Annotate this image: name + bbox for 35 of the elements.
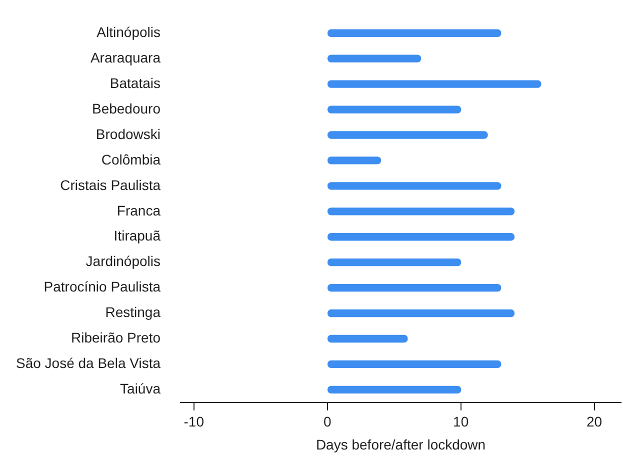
y-tick-label: Ribeirão Preto [71,330,161,346]
bar [328,233,515,241]
x-tick-label: 20 [586,414,602,430]
y-tick-label: Cristais Paulista [60,176,161,193]
y-tick-label: Altinópolis [96,24,161,40]
y-tick-label: São José da Bela Vista [16,355,161,372]
bar [328,54,422,62]
bar [328,258,462,266]
bar [328,334,408,343]
bar [328,106,462,114]
bar [328,386,462,394]
y-tick-label: Colômbia [101,151,161,168]
x-tick-label: 10 [453,414,469,430]
y-tick-label: Taiúva [120,380,161,397]
y-tick-label: Itirapuã [114,228,161,244]
y-tick-label: Bebedouro [92,100,161,116]
y-tick-label: Restinga [105,304,161,320]
x-axis-title: Days before/after lockdown [316,436,486,452]
bar [328,208,515,216]
bar [328,29,502,37]
y-tick-label: Batatais [110,74,161,91]
y-tick-label: Brodowski [96,126,161,142]
bar [328,182,502,190]
bar [328,80,542,88]
bar [328,156,382,164]
y-tick-label: Franca [116,202,161,218]
y-tick-label: Araraquara [90,49,161,66]
x-tick-label: 0 [323,414,332,430]
bar [328,309,515,318]
x-tick-label: -10 [184,414,204,430]
bar [328,131,488,139]
bar [328,284,502,292]
bar [328,360,502,368]
y-tick-label: Jardinópolis [86,253,161,270]
y-tick-label: Patrocínio Paulista [44,278,161,295]
